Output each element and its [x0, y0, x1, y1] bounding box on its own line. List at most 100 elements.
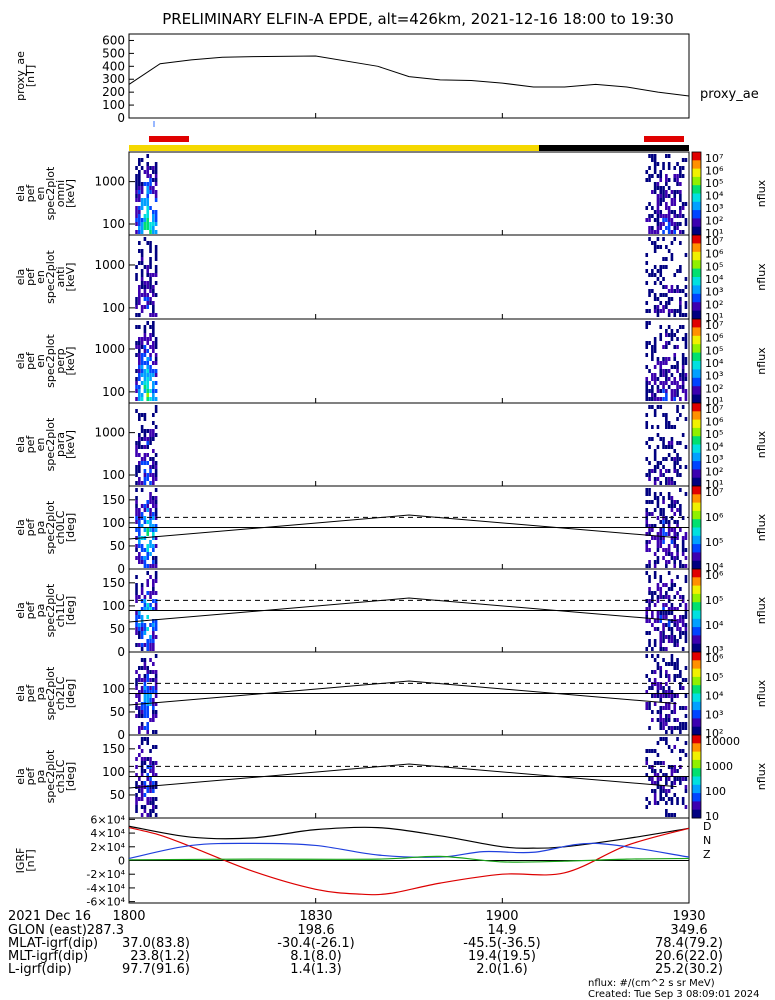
spectrogram-cell — [154, 265, 158, 269]
spectrogram-cell — [662, 647, 665, 651]
colorbar-segment — [692, 718, 701, 721]
spectrogram-cell — [656, 516, 660, 520]
spectrogram-cell — [152, 761, 155, 765]
spectrogram-cell — [653, 210, 657, 214]
spectrogram-cell — [659, 540, 663, 544]
spectrogram-cell — [138, 373, 141, 377]
spectrogram-cell — [684, 666, 688, 670]
colorbar-tick-label: 10² — [705, 382, 723, 395]
colorbar-segment — [692, 735, 701, 738]
spectrogram-cell — [140, 413, 144, 417]
spectrogram-cell — [651, 789, 654, 793]
spectrogram-cell — [138, 698, 141, 702]
spectrogram-cell — [670, 365, 674, 369]
spectrogram-cell — [149, 357, 152, 361]
spectrogram-cell — [140, 615, 144, 619]
spectrogram-cell — [154, 218, 158, 222]
spectrogram-cell — [146, 741, 150, 745]
spectrogram-cell — [659, 761, 663, 765]
spectrogram-cell — [653, 381, 657, 385]
colorbar-segment — [692, 512, 701, 516]
spectrogram-cell — [140, 373, 144, 377]
spectrogram-cell — [662, 186, 665, 190]
spectrogram-cell — [143, 686, 147, 690]
ylabel-line: ela — [14, 768, 27, 785]
colorbar-segment — [692, 195, 701, 199]
spectrogram-cell — [154, 488, 158, 492]
spectrogram-cell — [651, 174, 654, 178]
spectrogram-cell — [645, 761, 649, 765]
spectrogram-cell — [662, 222, 665, 226]
spectrogram-cell — [140, 761, 144, 765]
spectrogram-cell — [149, 245, 152, 249]
spectrogram-cell — [648, 607, 651, 611]
spectrogram-cell — [684, 635, 688, 639]
spectrogram-cell — [152, 718, 155, 722]
colorbar-segment — [692, 446, 701, 450]
spectrogram-cell — [662, 162, 665, 166]
colorbar-segment — [692, 344, 701, 347]
spectrogram-cell — [140, 769, 144, 773]
colorbar-segment — [692, 371, 701, 375]
spectrogram-cell — [651, 694, 654, 698]
colorbar-segment — [692, 316, 701, 320]
colorbar-segment — [692, 335, 701, 339]
colorbar-tick-label: 10⁵ — [705, 260, 723, 273]
spectrogram-cell — [667, 222, 671, 226]
spectrogram-cell — [673, 357, 677, 361]
spectrogram-cell — [138, 544, 141, 548]
spectrogram-cell — [152, 496, 155, 500]
spectrogram-cell — [138, 190, 141, 194]
colorbar-segment — [692, 515, 701, 518]
panel-ela_pef_pa_spec2plot_ch1LC: elapefpaspec2plotch1LC[deg]05010015010⁶1… — [14, 568, 768, 659]
spectrogram-cell — [651, 710, 654, 714]
spectrogram-cell — [138, 623, 141, 627]
spectrogram-cell — [673, 745, 677, 749]
spectrogram-cell — [154, 361, 158, 365]
spectrogram-cell — [648, 166, 651, 170]
spectrogram-cell — [152, 361, 155, 365]
spectrogram-cell — [681, 564, 685, 568]
spectrogram-cell — [140, 166, 144, 170]
spectrogram-cell — [679, 230, 682, 234]
spectrogram-cell — [684, 741, 688, 745]
colorbar-segment — [692, 373, 701, 377]
spectrogram-cell — [676, 623, 679, 627]
spectrogram-cell — [659, 222, 663, 226]
spectrogram-cell — [667, 714, 671, 718]
spectrogram-cell — [662, 194, 665, 198]
colorbar-segment — [692, 813, 701, 817]
spectrogram-cell — [667, 377, 671, 381]
spectrogram-cell — [679, 706, 682, 710]
colorbar-segment — [692, 768, 701, 771]
spectrogram-cell — [140, 186, 144, 190]
spectrogram-cell — [679, 269, 682, 273]
spectrogram-cell — [681, 631, 685, 635]
spectrogram-cell — [152, 670, 155, 674]
colorbar-segment — [692, 193, 701, 197]
spectrogram-cell — [670, 389, 674, 393]
colorbar-segment — [692, 400, 701, 404]
ytick-label: 100 — [102, 516, 125, 530]
spectrogram-cell — [662, 457, 665, 461]
colorbar-segment — [692, 230, 701, 234]
ylabel-line: ela — [14, 519, 27, 536]
spectrogram-cell — [152, 773, 155, 777]
spectrogram-cell — [667, 702, 671, 706]
spectrogram-cell — [653, 773, 657, 777]
colorbar-tick-label: 10⁶ — [705, 248, 724, 261]
spectrogram-cell — [146, 265, 150, 269]
spectrogram-cell — [651, 437, 654, 441]
colorbar-segment — [692, 281, 701, 284]
spectrogram-cell — [670, 337, 674, 341]
colorbar-segment — [692, 203, 701, 207]
spectrogram-cell — [673, 777, 677, 781]
spectrogram-cells — [135, 237, 688, 317]
spectrogram-cell — [670, 607, 674, 611]
ytick-label: 200 — [102, 85, 125, 99]
spectrogram-cell — [662, 785, 665, 789]
spectrogram-cell — [659, 714, 663, 718]
